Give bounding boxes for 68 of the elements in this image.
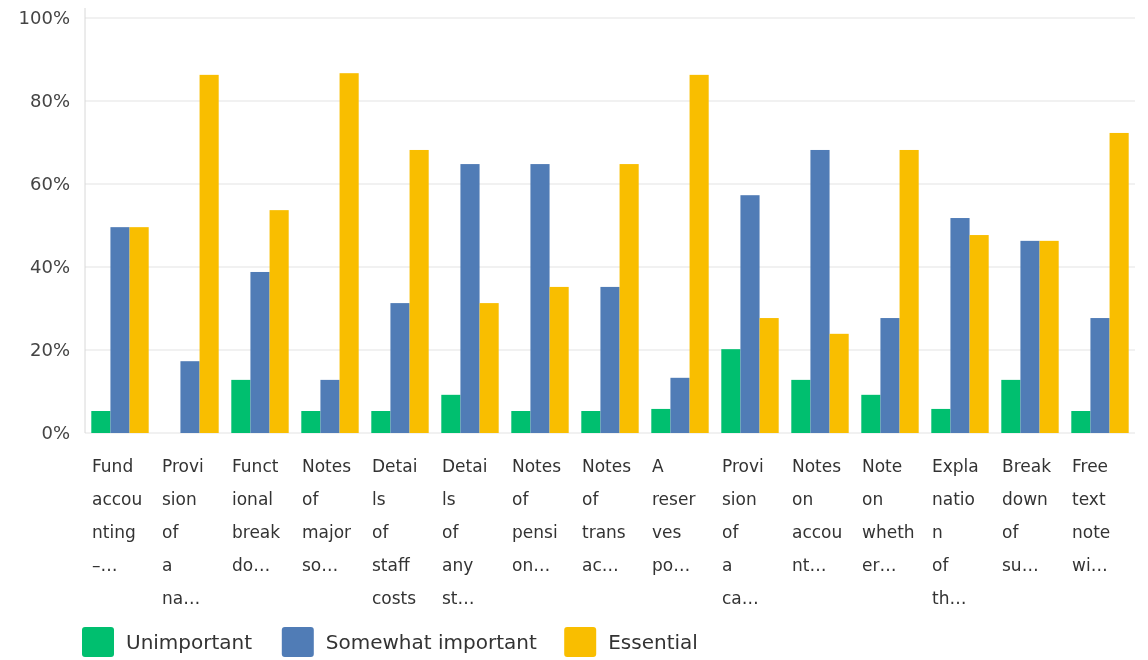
legend-label: Unimportant xyxy=(126,630,253,654)
bar xyxy=(409,149,429,433)
bar xyxy=(810,149,830,433)
y-tick-label: 80% xyxy=(29,90,70,112)
x-tick-label: Details of staff costs xyxy=(372,456,418,608)
bar xyxy=(549,286,569,433)
y-tick-label: 40% xyxy=(29,256,70,278)
bar xyxy=(1020,240,1040,433)
bar xyxy=(460,164,480,433)
x-tick-label: Free text note wi… xyxy=(1072,456,1111,575)
bar xyxy=(600,286,620,433)
x-tick-label: Fund accounting –… xyxy=(92,456,143,575)
bar xyxy=(231,379,251,433)
x-tick-label: Breakdown of su… xyxy=(1002,456,1052,575)
bar xyxy=(861,394,881,433)
bar xyxy=(1109,132,1129,433)
bar xyxy=(250,271,270,433)
bar xyxy=(1039,240,1059,433)
y-tick-label: 20% xyxy=(29,339,70,361)
bar xyxy=(320,379,340,433)
bar xyxy=(721,349,741,433)
y-tick-label: 60% xyxy=(29,173,70,195)
bar xyxy=(829,333,849,433)
bar xyxy=(530,164,550,433)
x-tick-label: Explanation of th… xyxy=(932,456,979,608)
legend-label: Essential xyxy=(608,630,698,654)
bar xyxy=(880,318,900,433)
bar xyxy=(759,318,779,433)
bar xyxy=(129,227,149,433)
x-tick-label: Notes on account… xyxy=(792,456,843,575)
x-tick-label: A reserves po… xyxy=(652,456,696,575)
bar xyxy=(581,411,601,433)
bar xyxy=(619,164,639,433)
bar xyxy=(371,411,391,433)
bar xyxy=(740,195,760,433)
y-tick-label: 0% xyxy=(41,422,70,444)
bar xyxy=(390,303,410,433)
bar xyxy=(199,74,219,433)
bar xyxy=(110,227,130,433)
x-tick-label: Notes of major so… xyxy=(302,456,352,575)
bar xyxy=(269,210,289,433)
bar xyxy=(441,394,461,433)
x-tick-label: Notes of pension… xyxy=(512,456,562,575)
x-tick-label: Note on whether… xyxy=(862,456,915,575)
x-tick-label: Functional breakdo… xyxy=(232,456,281,575)
bar xyxy=(1090,318,1110,433)
bar xyxy=(301,411,321,433)
bar xyxy=(180,361,200,433)
x-tick-label: Notes of transac… xyxy=(582,456,632,575)
bar xyxy=(969,235,989,433)
y-tick-label: 100% xyxy=(18,7,70,29)
x-tick-label: Details of any st… xyxy=(442,456,488,608)
bar xyxy=(931,408,951,433)
x-tick-label: Provision of a na… xyxy=(162,456,204,608)
bar xyxy=(1001,379,1021,433)
bar xyxy=(511,411,531,433)
bar xyxy=(899,149,919,433)
bar xyxy=(339,73,359,433)
bar xyxy=(791,379,811,433)
bar xyxy=(479,303,499,433)
bar xyxy=(689,74,709,433)
bar xyxy=(1071,411,1091,433)
bar xyxy=(91,411,111,433)
legend-label: Somewhat important xyxy=(325,630,537,654)
bar xyxy=(651,408,671,433)
bar xyxy=(670,377,690,433)
x-tick-label: Provision of a ca… xyxy=(722,456,764,608)
bar xyxy=(950,218,970,433)
